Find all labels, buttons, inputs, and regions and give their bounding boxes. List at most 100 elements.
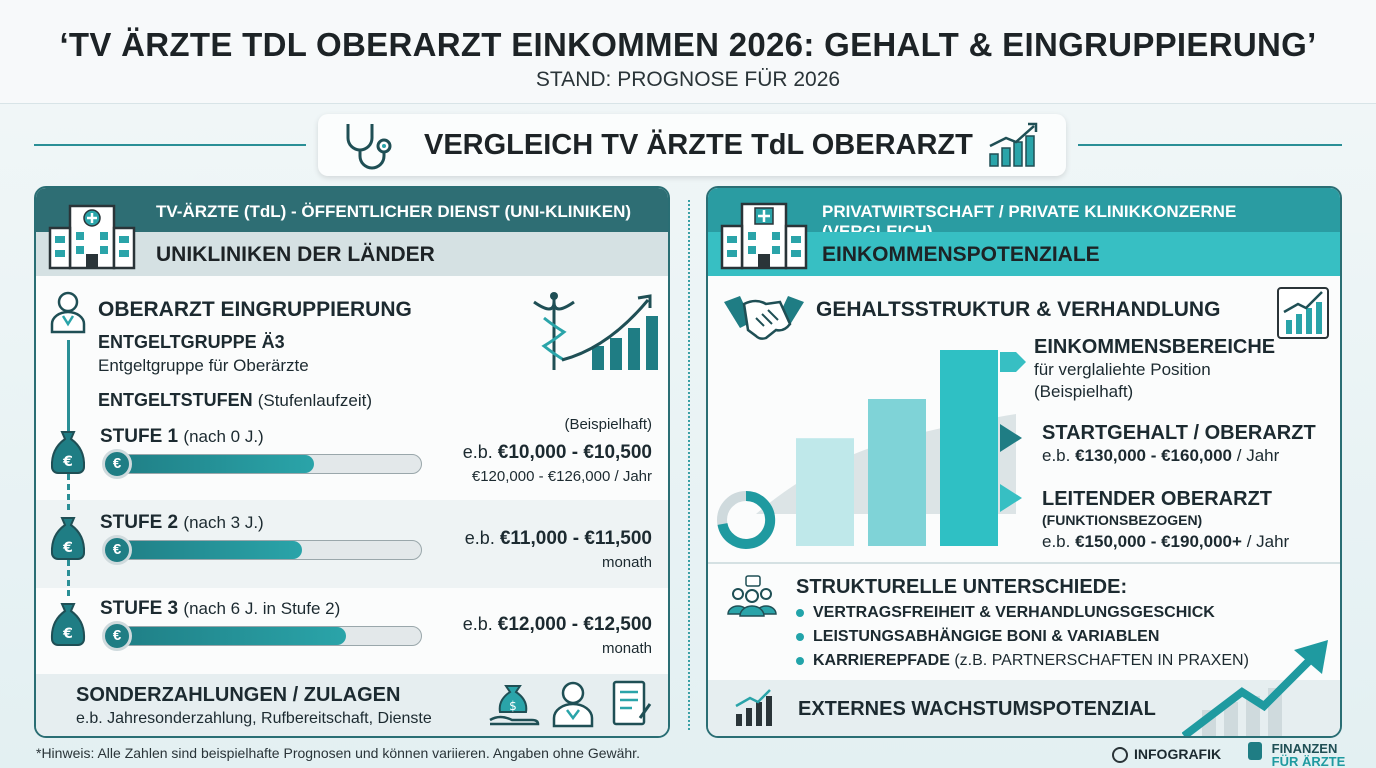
group-title: ENTGELTGRUPPE Ä3: [98, 332, 285, 352]
stufe-detail: (nach 0 J.): [183, 427, 264, 446]
diff-item-bold: KARRIEREPFADE: [813, 652, 950, 669]
lead-range: €150,000 - €190,000+: [1075, 532, 1242, 551]
stufe-subtext: €120,000 - €126,000 / Jahr: [471, 468, 652, 485]
stufe-value: €12,000 - €12,500: [497, 614, 652, 635]
diff-item-bold: LEISTUNGSABHÄNGIGE BONI & VARIABLEN: [813, 628, 1160, 645]
comparison-banner: VERGLEICH TV ÄRZTE TdL OBERARZT: [318, 114, 1066, 176]
lead-title: LEITENDER OBERARZT: [1042, 488, 1272, 510]
stufe-heading: STUFE 2 (nach 3 J.): [100, 512, 264, 534]
banner-title: VERGLEICH TV ÄRZTE TdL OBERARZT: [424, 129, 973, 161]
pointer-arrow-3: [1000, 484, 1022, 512]
money-bag-symbol: €: [62, 626, 73, 642]
stufe-prefix: e.b.: [462, 614, 493, 634]
stufe-detail: (nach 3 J.): [183, 513, 264, 532]
start-salary: e.b. €130,000 - €160,000 / Jahr: [1042, 446, 1279, 466]
stufe-prefix: e.b.: [464, 528, 495, 548]
stufe-value: €11,000 - €11,500: [499, 528, 652, 549]
page-title: ‘TV ÄRZTE TDL OBERARZT EINKOMMEN 2026: G…: [59, 26, 1317, 63]
diff-item-rest: (z.B. PARTNERSCHAFTEN IN PRAXEN): [949, 652, 1249, 669]
stufen-heading: ENTGELTSTUFEN (Stufenlaufzeit): [98, 390, 372, 411]
money-hand-icon: $: [489, 685, 540, 726]
divider-left: [34, 144, 306, 146]
timeline-line: [67, 340, 70, 432]
start-prefix: e.b.: [1042, 446, 1071, 465]
money-bag-icon: €: [50, 517, 86, 560]
stufe-progress-fill: [107, 455, 315, 473]
euro-coin-icon: €: [102, 449, 132, 479]
income-bar: [796, 438, 854, 546]
growth-potential: EXTERNES WACHSTUMSPOTENZIAL: [798, 698, 1156, 720]
timeline-connector: [67, 560, 70, 596]
doctor-icon: [50, 291, 86, 334]
diff-item: KARRIEREPFADE (z.B. PARTNERSCHAFTEN IN P…: [796, 652, 1249, 670]
panel-public-service: TV-ÄRZTE (TdL) - ÖFFENTLICHER DIENST (UN…: [34, 186, 670, 738]
lead-subtitle: (FUNKTIONSBEZOGEN): [1042, 512, 1203, 528]
brand-infografik-label: INFOGRAFIK: [1134, 746, 1222, 762]
stufe-label: STUFE 1: [100, 426, 179, 447]
growth-chart-icon: [989, 122, 1038, 167]
stufe-progress-fill: [107, 627, 346, 645]
left-subheader: UNIKLINIKEN DER LÄNDER: [36, 232, 668, 276]
diff-title: STRUKTURELLE UNTERSCHIEDE:: [796, 576, 1128, 598]
header: ‘TV ÄRZTE TDL OBERARZT EINKOMMEN 2026: G…: [0, 0, 1376, 104]
lead-prefix: e.b.: [1042, 532, 1071, 551]
brand-line-1: FINANZEN: [1271, 741, 1338, 756]
bullet-icon: [796, 608, 804, 617]
money-bag-icon: €: [50, 603, 86, 646]
left-header-label: TV-ÄRZTE (TdL) - ÖFFENTLICHER DIENST (UN…: [156, 202, 632, 221]
lead-suffix: / Jahr: [1246, 532, 1290, 551]
left-subheader-label: UNIKLINIKEN DER LÄNDER: [156, 243, 435, 266]
stufe-progress-fill: [107, 541, 302, 559]
hospital-icon: [720, 202, 808, 270]
stufen-note: (Stufenlaufzeit): [257, 391, 373, 410]
stufe-heading: STUFE 1 (nach 0 J.): [100, 426, 264, 448]
stufe-range: e.b. €10,000 - €10,500: [416, 442, 652, 464]
stufe-prefix: e.b.: [462, 442, 493, 462]
diff-item: VERTRAGSFREIHEIT & VERHANDLUNGSGESCHICK: [796, 604, 1215, 622]
start-title: STARTGEHALT / OBERARZT: [1042, 422, 1316, 444]
caduceus-icon: [533, 292, 658, 370]
stufe-progress-bar: [106, 540, 422, 560]
growth-chart-icon: [1277, 287, 1329, 339]
brand-line-2: FÜR ÄRZTE: [1271, 754, 1346, 768]
right-subheader-label: EINKOMMENSPOTENZIALE: [822, 243, 1100, 266]
euro-coin-icon: €: [102, 621, 132, 651]
stufe-label: STUFE 3: [100, 598, 179, 619]
money-bag-icon: €: [50, 431, 86, 474]
hospital-icon: [48, 204, 136, 270]
brand-infografik: INFOGRAFIK: [1112, 746, 1222, 764]
stufe-heading: STUFE 3 (nach 6 J. in Stufe 2): [100, 598, 340, 620]
stufe-detail: (nach 6 J. in Stufe 2): [183, 599, 341, 618]
pointer-arrow-1: [1000, 352, 1026, 372]
stufe-progress-bar: [106, 454, 422, 474]
section-title-eingruppierung: OBERARZT EINGRUPPIERUNG: [98, 298, 412, 321]
divider-right: [1078, 144, 1342, 146]
sonder-description: e.b. Jahresonderzahlung, Rufbereitschaft…: [76, 710, 432, 727]
growth-chart-icon: [735, 689, 772, 726]
page-subtitle: STAND: PROGNOSE FÜR 2026: [535, 68, 841, 91]
money-bag-symbol: €: [62, 540, 73, 556]
footnote: *Hinweis: Alle Zahlen sind beispielhafte…: [36, 745, 640, 761]
stufen-title: ENTGELTSTUFEN: [98, 390, 253, 410]
stufe-range: e.b. €11,000 - €11,500: [416, 528, 652, 550]
diff-item: LEISTUNGSABHÄNGIGE BONI & VARIABLEN: [796, 628, 1159, 646]
donut-icon: [717, 490, 776, 549]
svg-text:$: $: [509, 699, 517, 713]
section-title-gehaltsstruktur: GEHALTSSTRUKTUR & VERHANDLUNG: [816, 298, 1221, 321]
lead-salary: e.b. €150,000 - €190,000+ / Jahr: [1042, 532, 1289, 552]
doctor-icon: [552, 681, 594, 728]
example-note: (Beispielhaft): [564, 416, 652, 433]
start-suffix: / Jahr: [1236, 446, 1280, 465]
big-growth-arrow-icon: [1182, 640, 1328, 736]
ranges-description: für verglaliehte Position: [1034, 360, 1211, 379]
bullet-icon: [796, 656, 804, 665]
globe-icon: [1112, 747, 1128, 764]
income-bar: [940, 350, 998, 546]
stufe-range: e.b. €12,000 - €12,500: [416, 614, 652, 636]
right-subheader: EINKOMMENSPOTENZIALE: [708, 232, 1340, 276]
left-header: TV-ÄRZTE (TdL) - ÖFFENTLICHER DIENST (UN…: [36, 188, 668, 232]
euro-coin-icon: €: [102, 535, 132, 565]
divider: [708, 562, 1340, 564]
stufe-progress-bar: [106, 626, 422, 646]
income-bar: [868, 399, 926, 546]
